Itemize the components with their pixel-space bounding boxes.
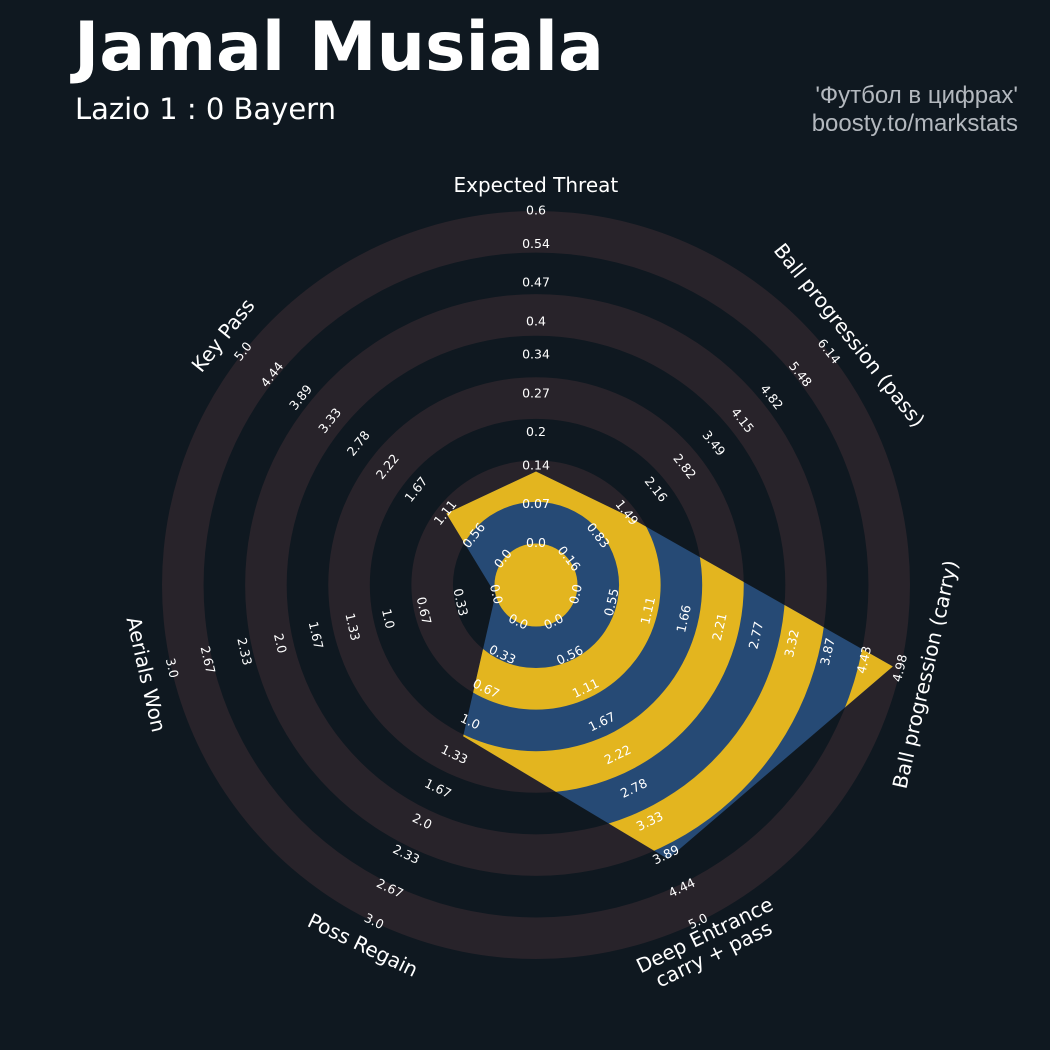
tick-label: 0.27 bbox=[522, 385, 550, 400]
tick-label: 0.6 bbox=[526, 203, 546, 218]
tick-label: 1.0 bbox=[379, 607, 398, 630]
tick-label: 0.0 bbox=[566, 583, 585, 606]
tick-label: 1.11 bbox=[637, 595, 658, 625]
tick-label: 0.47 bbox=[522, 275, 550, 290]
tick-label: 0.0 bbox=[487, 583, 506, 606]
tick-label: 3.87 bbox=[817, 636, 838, 666]
tick-label: 1.33 bbox=[342, 612, 363, 642]
chart-subtitle: Lazio 1 : 0 Bayern bbox=[75, 92, 336, 126]
tick-label: 0.2 bbox=[526, 424, 546, 439]
chart-title: Jamal Musiala bbox=[74, 8, 604, 87]
credit-line: boosty.to/markstats bbox=[811, 110, 1018, 137]
tick-label: 0.0 bbox=[526, 535, 546, 550]
tick-label: 1.67 bbox=[306, 620, 327, 650]
tick-label: 1.66 bbox=[673, 603, 694, 634]
tick-label: 2.0 bbox=[271, 632, 290, 655]
tick-label: 0.14 bbox=[522, 457, 550, 472]
tick-label: 3.0 bbox=[163, 657, 182, 680]
tick-label: 0.4 bbox=[526, 313, 546, 328]
tick-label: 2.67 bbox=[198, 645, 219, 675]
tick-label: 2.33 bbox=[234, 636, 255, 666]
tick-label: 2.77 bbox=[745, 620, 766, 650]
tick-label: 4.98 bbox=[889, 653, 910, 684]
tick-label: 2.21 bbox=[709, 612, 730, 642]
highlight-center bbox=[494, 543, 578, 627]
tick-label: 0.34 bbox=[522, 347, 550, 362]
param-label: Expected Threat bbox=[453, 172, 619, 197]
credit-line: 'Футбол в цифрах' bbox=[815, 82, 1018, 109]
tick-label: 0.67 bbox=[414, 595, 435, 625]
tick-label: 0.07 bbox=[522, 496, 550, 511]
tick-label: 3.32 bbox=[781, 628, 802, 658]
tick-label: 0.55 bbox=[601, 587, 622, 617]
tick-label: 4.43 bbox=[853, 645, 874, 675]
tick-label: 0.33 bbox=[450, 587, 471, 617]
credits: 'Футбол в цифрах' boosty.to/markstats bbox=[812, 82, 1018, 138]
tick-label: 0.54 bbox=[522, 236, 550, 251]
